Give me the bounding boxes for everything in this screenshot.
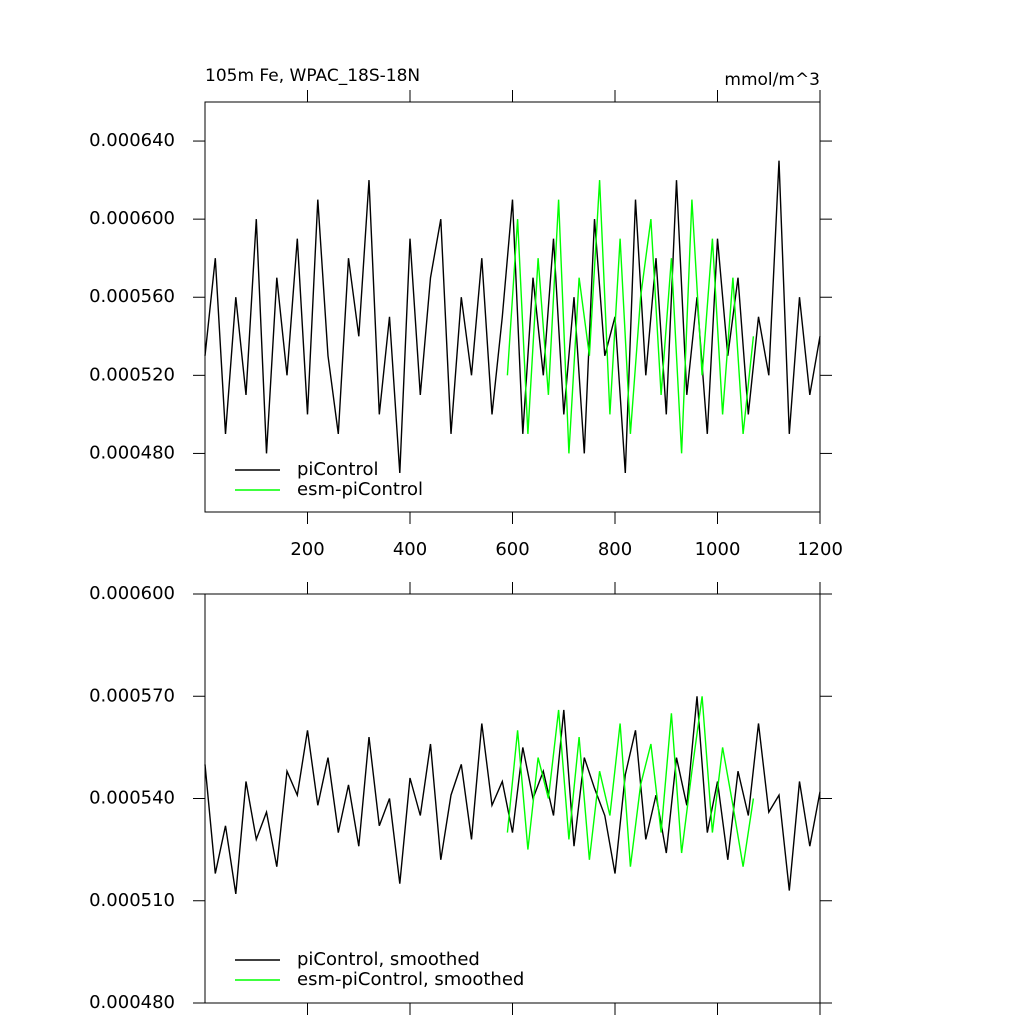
data-line xyxy=(204,696,821,895)
data-line xyxy=(204,160,821,474)
legend-label: esm-piControl, smoothed xyxy=(297,969,524,990)
y-tick-label: 0.000640 xyxy=(89,130,175,151)
data-line xyxy=(506,180,755,454)
y-tick-label: 0.000560 xyxy=(89,286,175,307)
plot-frame xyxy=(204,593,821,1004)
legend-label: piControl, smoothed xyxy=(297,949,480,970)
x-tick-label: 200 xyxy=(290,539,324,560)
chart-title: 105m Fe, WPAC_18S-18N xyxy=(205,66,420,86)
y-tick-label: 0.000540 xyxy=(89,788,175,809)
x-tick-label: 400 xyxy=(393,539,427,560)
x-tick-label: 800 xyxy=(598,539,632,560)
x-tick-label: 600 xyxy=(495,539,529,560)
y-tick-label: 0.000570 xyxy=(89,685,175,706)
unit-label: mmol/m^3 xyxy=(724,70,820,90)
y-tick-label: 0.000600 xyxy=(89,208,175,229)
legend-label: esm-piControl xyxy=(297,479,423,500)
y-tick-label: 0.000510 xyxy=(89,890,175,911)
y-tick-label: 0.000600 xyxy=(89,583,175,604)
y-tick-label: 0.000480 xyxy=(89,442,175,463)
legend-label: piControl xyxy=(297,459,379,480)
x-tick-label: 1200 xyxy=(797,539,843,560)
y-tick-label: 0.000520 xyxy=(89,364,175,385)
data-line xyxy=(506,696,755,867)
y-tick-label: 0.000480 xyxy=(89,992,175,1013)
x-tick-label: 1000 xyxy=(695,539,741,560)
